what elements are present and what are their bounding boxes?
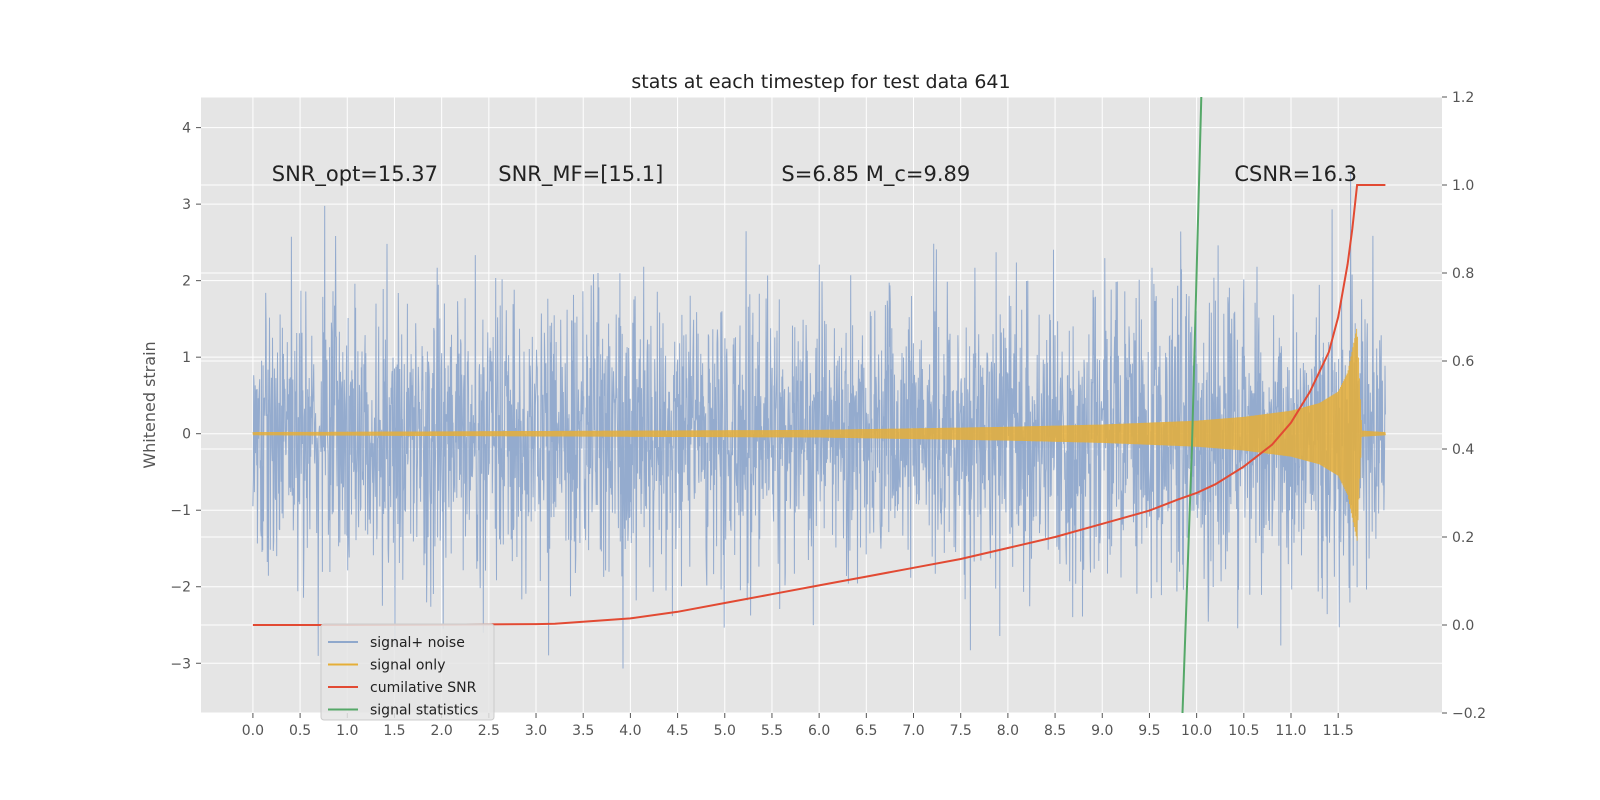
axes-layer: 0.0 0.5 1.0 1.5 2.0 2.5 3.0 3.5 4.0 4.5 5.0 5.5 6.0 6… [170, 90, 1486, 739]
x-tick-label: 5.5 [761, 723, 783, 739]
y-tick-label: 4 [182, 121, 191, 137]
y2-tick-label: 0.2 [1452, 530, 1474, 546]
y2-tick-label: 0.4 [1452, 442, 1474, 458]
x-tick-label: 7.5 [950, 723, 972, 739]
legend-label: signal statistics [370, 703, 478, 719]
x-tick-label: 6.0 [808, 723, 830, 739]
x-tick-label: 10.5 [1228, 723, 1259, 739]
y2-tick-label: 0.0 [1452, 618, 1474, 634]
y2-tick-label: 0.8 [1452, 266, 1474, 282]
x-tick-label: 6.5 [855, 723, 877, 739]
x-tick-label: 4.5 [666, 723, 688, 739]
x-tick-label: 11.0 [1275, 723, 1306, 739]
x-tick-label: 1.0 [336, 723, 358, 739]
y2-tick-label: −0.2 [1452, 706, 1486, 722]
x-tick-label: 0.0 [242, 723, 264, 739]
legend-label: signal+ noise [370, 635, 465, 651]
y-tick-label: 3 [182, 197, 191, 213]
y-tick-label: 2 [182, 274, 191, 290]
x-tick-label: 11.5 [1323, 723, 1354, 739]
legend-label: signal only [370, 658, 445, 674]
y2-tick-label: 1.0 [1452, 178, 1474, 194]
legend: signal+ noise signal only cumilative SNR si… [320, 623, 495, 721]
y-tick-label: −2 [170, 580, 191, 596]
x-tick-label: 3.5 [572, 723, 594, 739]
y-tick-label: −1 [170, 503, 191, 519]
y-tick-label: 1 [182, 350, 191, 366]
x-tick-label: 9.0 [1091, 723, 1113, 739]
series-cumulative-snr [252, 184, 1386, 626]
annotation-text: CSNR=16.3 [1234, 162, 1357, 186]
y-tick-label: 0 [182, 427, 191, 443]
series-layer [252, 97, 1386, 713]
y2-tick-label: 0.6 [1452, 354, 1474, 370]
y-tick-label: −3 [170, 656, 191, 672]
x-tick-label: 9.5 [1138, 723, 1160, 739]
y2-tick-label: 1.2 [1452, 90, 1474, 106]
x-tick-label: 8.0 [997, 723, 1019, 739]
legend-box [320, 623, 495, 721]
x-tick-label: 1.5 [383, 723, 405, 739]
annotation-text: S=6.85 M_c=9.89 [781, 162, 970, 187]
x-tick-label: 3.0 [525, 723, 547, 739]
x-tick-label: 10.0 [1181, 723, 1212, 739]
chart-title: stats at each timestep for test data 641 [631, 71, 1010, 93]
x-tick-label: 5.0 [714, 723, 736, 739]
y-axis-label: Whitened strain [140, 341, 159, 468]
series-signal-only [252, 328, 1386, 541]
series-signal-statistics [1181, 97, 1203, 713]
legend-label: cumilative SNR [370, 680, 477, 696]
x-tick-label: 4.0 [619, 723, 641, 739]
x-tick-label: 0.5 [289, 723, 311, 739]
series-signal-noise [252, 171, 1386, 669]
x-tick-label: 2.5 [478, 723, 500, 739]
annotation-text: SNR_MF=[15.1] [498, 162, 663, 187]
annotations: SNR_opt=15.37 SNR_MF=[15.1] S=6.85 M_c=9.8… [272, 162, 1357, 187]
x-tick-label: 8.5 [1044, 723, 1066, 739]
x-tick-label: 2.0 [431, 723, 453, 739]
annotation-text: SNR_opt=15.37 [272, 162, 438, 187]
x-tick-label: 7.0 [902, 723, 924, 739]
